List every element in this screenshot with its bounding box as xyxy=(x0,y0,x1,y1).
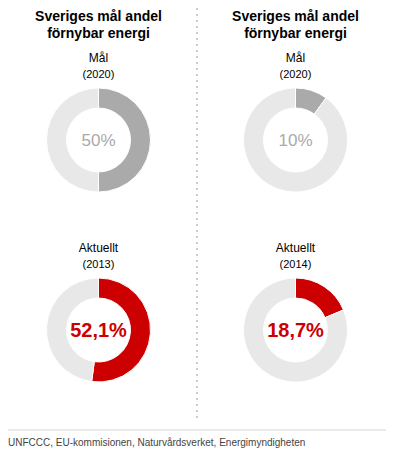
svg-text:(2020): (2020) xyxy=(83,68,115,80)
svg-text:(2020): (2020) xyxy=(280,68,312,80)
svg-text:Sveriges mål andel: Sveriges mål andel xyxy=(35,8,162,24)
svg-text:UNFCCC, EU-kommisionen, Naturv: UNFCCC, EU-kommisionen, Naturvårdsverket… xyxy=(8,437,305,448)
svg-text:52,1%: 52,1% xyxy=(70,319,127,341)
svg-text:Aktuellt: Aktuellt xyxy=(79,241,119,255)
svg-text:Mål: Mål xyxy=(286,51,305,65)
svg-text:18,7%: 18,7% xyxy=(267,319,324,341)
svg-text:Aktuellt: Aktuellt xyxy=(276,241,316,255)
svg-text:(2014): (2014) xyxy=(280,258,312,270)
svg-text:50%: 50% xyxy=(81,131,115,150)
svg-text:Mål: Mål xyxy=(89,51,108,65)
svg-text:Sveriges mål andel: Sveriges mål andel xyxy=(232,8,359,24)
svg-text:(2013): (2013) xyxy=(83,258,115,270)
svg-text:förnybar energi: förnybar energi xyxy=(47,25,150,41)
svg-text:10%: 10% xyxy=(278,131,312,150)
svg-text:förnybar energi: förnybar energi xyxy=(244,25,347,41)
